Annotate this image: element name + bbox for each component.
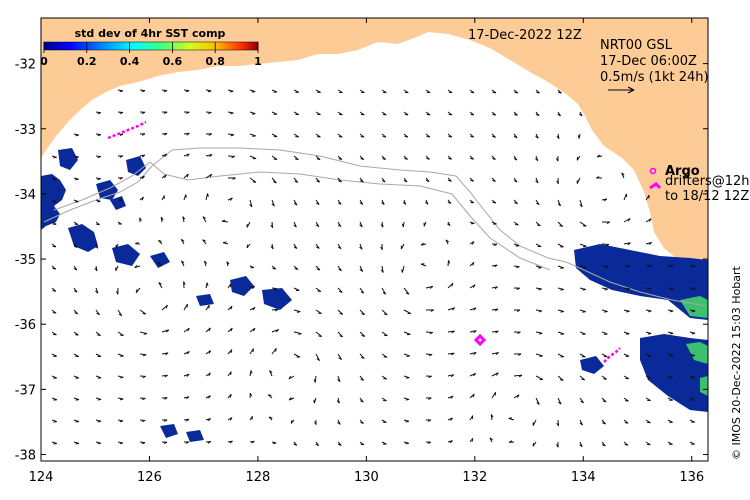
current-vector-head — [317, 291, 320, 292]
current-vector-head — [136, 289, 137, 292]
product-time: 17-Dec 06:00Z — [600, 54, 697, 69]
current-vector-head — [648, 334, 651, 335]
current-vector-head — [231, 372, 232, 375]
x-tick-label: 124 — [29, 470, 54, 485]
current-vector-head — [406, 399, 409, 400]
y-tick-label: -38 — [15, 448, 36, 463]
imos-credit: © IMOS 20-Dec-2022 15:03 Hobart — [730, 265, 743, 460]
current-vector-head — [493, 92, 496, 93]
current-vector-head — [53, 157, 56, 158]
x-tick-label: 130 — [354, 470, 379, 485]
current-vector-head — [276, 348, 277, 351]
current-vector-head — [75, 179, 78, 180]
colorbar-tick-label: 0.4 — [120, 55, 140, 68]
colorbar-tick-label: 1 — [254, 55, 262, 68]
y-tick-label: -32 — [15, 58, 36, 73]
current-vector-head — [692, 333, 695, 334]
current-vector-head — [427, 136, 430, 137]
y-tick-label: -35 — [15, 253, 36, 268]
y-tick-label: -37 — [15, 383, 36, 398]
current-vector-head — [96, 224, 99, 225]
colorbar-tick-label: 0.8 — [205, 55, 225, 68]
product-name: NRT00 GSL — [600, 38, 673, 53]
current-vector-head — [449, 136, 452, 137]
current-vector-head — [405, 136, 408, 137]
date-label: 17-Dec-2022 12Z — [468, 28, 582, 43]
colorbar-tick-label: 0.2 — [77, 55, 97, 68]
current-vector-head — [561, 311, 564, 312]
current-vector-head — [97, 335, 100, 336]
current-vector-head — [449, 114, 452, 115]
x-tick-label: 136 — [679, 470, 704, 485]
current-vector-head — [253, 182, 256, 183]
current-vector-head — [318, 336, 321, 337]
y-tick-label: -33 — [15, 123, 36, 138]
current-vector-head — [583, 268, 586, 269]
x-tick-label: 126 — [137, 470, 162, 485]
current-vector-head — [471, 114, 474, 115]
velocity-scale-label: 0.5m/s (1kt 24h) — [600, 70, 709, 85]
colorbar-title: std dev of 4hr SST comp — [75, 27, 226, 40]
current-vector-head — [76, 443, 79, 444]
current-vector-head — [97, 201, 100, 202]
current-vector-head — [54, 443, 57, 444]
drifters-label-line2: to 18/12 12Z — [665, 189, 749, 204]
current-vector-head — [670, 333, 673, 334]
colorbar-gradient — [44, 42, 258, 50]
current-vector-head — [186, 194, 187, 197]
current-vector-head — [247, 245, 248, 248]
current-vector-head — [625, 423, 628, 424]
current-vector-head — [273, 268, 276, 269]
current-vector-head — [472, 438, 473, 441]
current-vector-head — [223, 242, 226, 243]
current-vector-head — [471, 223, 474, 224]
colorbar-tick-label: 0.6 — [163, 55, 183, 68]
current-vector-head — [53, 246, 56, 247]
current-vector-head — [406, 378, 409, 379]
current-vector-head — [252, 92, 255, 93]
current-vector-head — [361, 444, 364, 445]
current-vector-head — [252, 114, 255, 115]
current-vector-head — [405, 443, 408, 444]
current-vector-head — [339, 137, 342, 138]
current-vector-head — [539, 356, 542, 357]
x-tick-label: 128 — [245, 470, 270, 485]
current-vector-head — [692, 356, 695, 357]
current-vector-head — [361, 136, 364, 137]
current-vector-head — [75, 335, 78, 336]
current-vector-head — [98, 399, 101, 400]
current-vector-head — [493, 202, 496, 203]
current-vector-head — [604, 311, 607, 312]
current-vector-head — [76, 421, 79, 422]
current-vector-head — [509, 418, 512, 419]
y-tick-label: -36 — [15, 318, 36, 333]
x-tick-label: 134 — [571, 470, 596, 485]
current-vector-head — [582, 312, 585, 313]
y-tick-label: -34 — [15, 188, 36, 203]
current-vector-head — [538, 268, 541, 269]
current-vector-head — [515, 92, 518, 93]
current-vector-head — [560, 289, 563, 290]
current-vector-head — [53, 313, 56, 314]
x-tick-label: 132 — [462, 470, 487, 485]
colorbar-tick-label: 0 — [40, 55, 48, 68]
current-vector-head — [406, 421, 409, 422]
drifters-label-line1: drifters@12h — [665, 174, 750, 189]
current-vector-head — [561, 334, 564, 335]
current-vector-head — [383, 136, 386, 137]
current-vector-head — [470, 202, 473, 203]
current-vector-head — [625, 445, 628, 446]
current-vector-head — [297, 312, 300, 313]
